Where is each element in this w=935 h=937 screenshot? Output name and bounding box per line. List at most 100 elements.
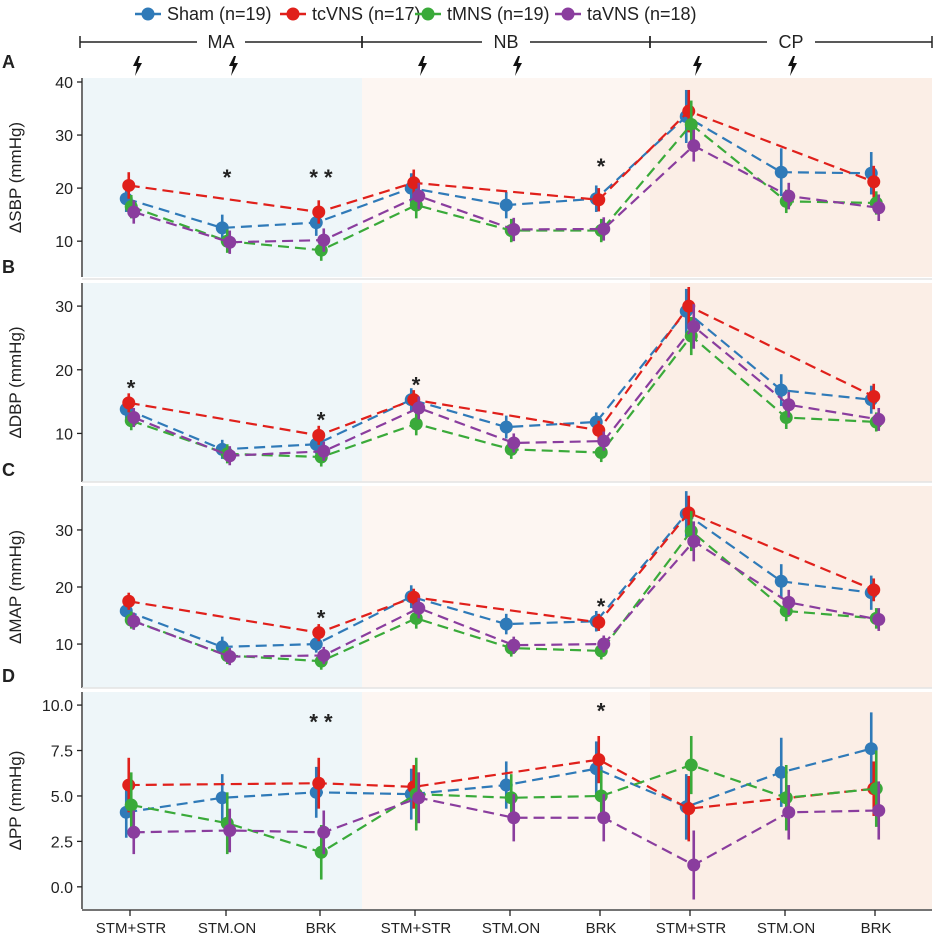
phase-label-1: MA — [208, 32, 235, 52]
data-point — [867, 583, 881, 597]
data-point — [312, 428, 326, 442]
phase-label-3: CP — [778, 32, 803, 52]
significance-marker: * — [223, 165, 232, 190]
data-point — [127, 825, 141, 839]
data-point — [687, 534, 701, 548]
data-point — [774, 765, 788, 779]
data-point — [682, 802, 696, 816]
phase-background-3 — [650, 283, 932, 482]
y-tick-label: 30 — [55, 299, 73, 316]
series-line — [133, 796, 879, 867]
x-tick-label: BRK — [861, 920, 892, 937]
panel-letter: B — [2, 257, 15, 277]
legend-label-3: tMNS (n=19) — [447, 4, 550, 24]
data-point — [127, 205, 141, 219]
data-point — [317, 233, 331, 247]
data-point — [499, 617, 513, 631]
data-point — [407, 176, 421, 190]
y-tick-label: 20 — [55, 580, 73, 597]
data-point — [782, 805, 796, 819]
data-point — [779, 411, 793, 425]
y-tick-label: 10 — [55, 426, 73, 443]
y-axis-label: ΔDBP (mmHg) — [6, 326, 25, 438]
lightning-icon — [418, 56, 427, 76]
series-line — [128, 304, 875, 437]
data-point — [412, 401, 426, 415]
data-point — [687, 139, 701, 153]
data-point — [684, 117, 698, 131]
stimulation-markers — [133, 56, 797, 76]
series-2 — [122, 89, 881, 224]
y-axis-label: ΔMAP (mmHg) — [6, 530, 25, 644]
data-point — [412, 601, 426, 615]
data-point — [412, 791, 426, 805]
data-point — [499, 778, 513, 792]
series-line — [128, 758, 874, 810]
x-tick-label: STM.ON — [198, 920, 256, 937]
x-tick-label: STM.ON — [482, 920, 540, 937]
y-tick-label: 30 — [55, 128, 73, 145]
data-point — [682, 506, 696, 520]
x-tick-label: STM.ON — [757, 920, 815, 937]
data-point — [682, 299, 696, 313]
y-tick-label: 10 — [55, 637, 73, 654]
data-point — [407, 590, 421, 604]
data-point — [687, 858, 701, 872]
data-point — [869, 782, 883, 796]
data-point — [597, 222, 611, 236]
panel-letter: C — [2, 460, 15, 480]
data-point — [872, 803, 886, 817]
y-tick-label: 40 — [55, 75, 73, 92]
phase-background-2 — [362, 486, 650, 688]
data-point — [223, 650, 237, 664]
legend-label-4: taVNS (n=18) — [587, 4, 697, 24]
data-point — [215, 791, 229, 805]
data-point — [507, 811, 521, 825]
data-point — [774, 165, 788, 179]
data-point — [872, 412, 886, 426]
panel-C: 10 20 30 ΔMAP (mmHg) C * * — [2, 460, 932, 688]
data-point — [223, 823, 237, 837]
data-point — [597, 434, 611, 448]
series-line — [128, 511, 875, 634]
data-point — [127, 411, 141, 425]
data-point — [592, 423, 606, 437]
data-point — [223, 449, 237, 463]
significance-marker: * — [412, 373, 421, 398]
significance-marker: * — [597, 594, 606, 619]
legend-marker-3 — [421, 7, 435, 21]
y-tick-label: 10 — [55, 234, 73, 251]
lightning-icon — [133, 56, 142, 76]
data-point — [779, 791, 793, 805]
series-2 — [122, 287, 881, 445]
panel-letter: A — [2, 52, 15, 72]
data-point — [594, 446, 608, 460]
data-point — [122, 778, 136, 792]
significance-marker: * — [317, 408, 326, 433]
data-point — [867, 175, 881, 189]
lightning-icon — [693, 56, 702, 76]
data-point — [782, 398, 796, 412]
data-point — [499, 420, 513, 434]
data-point — [774, 383, 788, 397]
significance-marker: * — [127, 376, 136, 401]
data-point — [592, 193, 606, 207]
data-point — [124, 798, 138, 812]
significance-marker: * — [317, 606, 326, 631]
x-tick-label: BRK — [306, 920, 337, 937]
series-line — [128, 109, 875, 214]
data-point — [412, 189, 426, 203]
data-point — [507, 436, 521, 450]
panel-letter: D — [2, 666, 15, 686]
y-tick-label: 5.0 — [51, 789, 73, 806]
data-point — [312, 776, 326, 790]
x-tick-label: BRK — [586, 920, 617, 937]
series-line — [133, 539, 879, 658]
y-axis-label: ΔSBP (mmHg) — [6, 122, 25, 233]
y-tick-label: 30 — [55, 523, 73, 540]
legend-marker-4 — [561, 7, 575, 21]
panel-D: 0.0 2.5 5.0 7.5 10.0 ΔPP (mmHg) D * * * — [2, 666, 932, 909]
phase-label-2: NB — [493, 32, 518, 52]
data-point — [223, 235, 237, 249]
data-point — [782, 595, 796, 609]
